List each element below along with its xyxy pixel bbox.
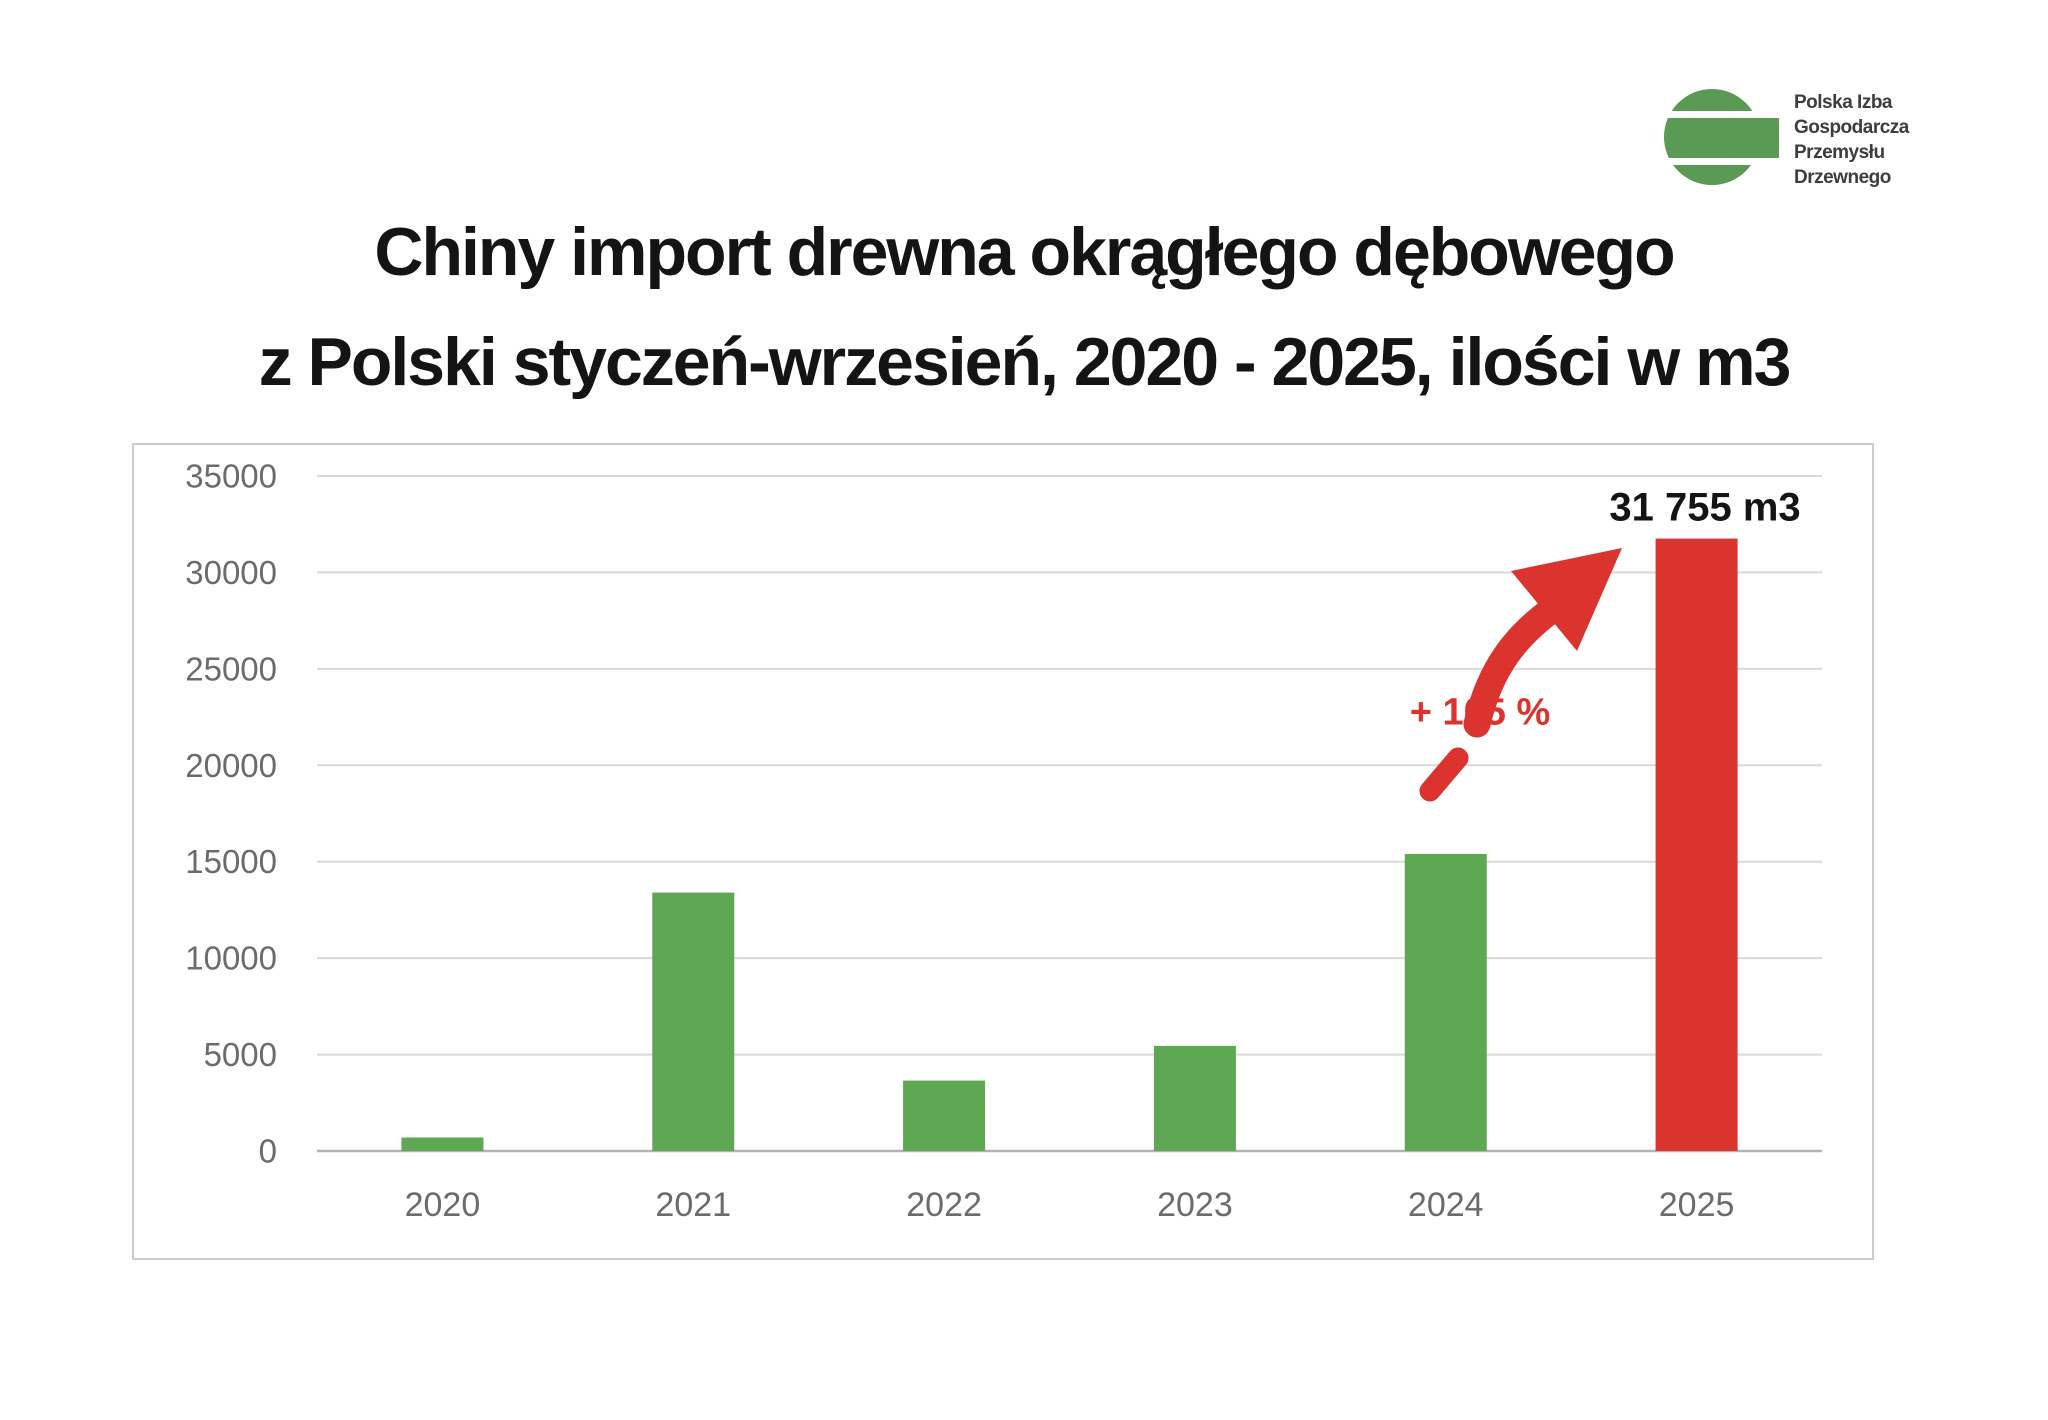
y-tick-label: 0	[259, 1133, 277, 1170]
y-tick-label: 20000	[185, 747, 277, 784]
org-name-line: Drzewnego	[1794, 167, 1891, 188]
y-tick-label: 5000	[204, 1036, 277, 1073]
chart-area: 0 5000 10000 15000 20000 25000 30000 35000 2020 2…	[132, 443, 1874, 1260]
chart-title: Chiny import drewna okrągłego dębowego z…	[0, 197, 2048, 417]
x-tick-label: 2020	[405, 1186, 481, 1224]
bar-2024	[1404, 854, 1487, 1151]
y-tick-label: 10000	[185, 940, 277, 977]
data-label-2025: 31 755 m3	[1609, 485, 1801, 530]
org-name-line: Polska Izba	[1794, 92, 1892, 113]
bar-2025	[1655, 538, 1738, 1151]
bar-2020	[401, 1137, 484, 1151]
bar-chart: 0 5000 10000 15000 20000 25000 30000 35000 2020 2…	[185, 458, 1822, 1224]
bar-2022	[903, 1080, 986, 1151]
org-name: Polska Izba Gospodarcza Przemysłu Drzewn…	[1794, 90, 1909, 190]
org-name-line: Przemysłu	[1794, 142, 1885, 163]
y-tick-label: 35000	[185, 458, 277, 495]
y-tick-label: 25000	[185, 650, 277, 687]
y-tick-label: 30000	[185, 554, 277, 591]
bar-2021	[652, 892, 735, 1151]
growth-percent-label: + 105 %	[1409, 691, 1551, 734]
x-tick-label: 2022	[906, 1186, 982, 1224]
x-tick-label: 2025	[1659, 1186, 1735, 1224]
y-tick-label: 15000	[185, 843, 277, 880]
x-tick-label: 2023	[1157, 1186, 1233, 1224]
org-logo: Polska Izba Gospodarcza Przemysłu Drzewn…	[1655, 80, 2015, 200]
x-tick-label: 2021	[655, 1186, 731, 1224]
chart-title-line2: z Polski styczeń-wrzesień, 2020 - 2025, …	[258, 324, 1792, 400]
chart-title-line1: Chiny import drewna okrągłego dębowego	[374, 214, 1675, 290]
x-tick-label: 2024	[1408, 1186, 1484, 1224]
org-name-line: Gospodarcza	[1794, 117, 1909, 138]
wood-log-circle-icon	[1655, 89, 1785, 185]
bar-2023	[1153, 1045, 1236, 1151]
